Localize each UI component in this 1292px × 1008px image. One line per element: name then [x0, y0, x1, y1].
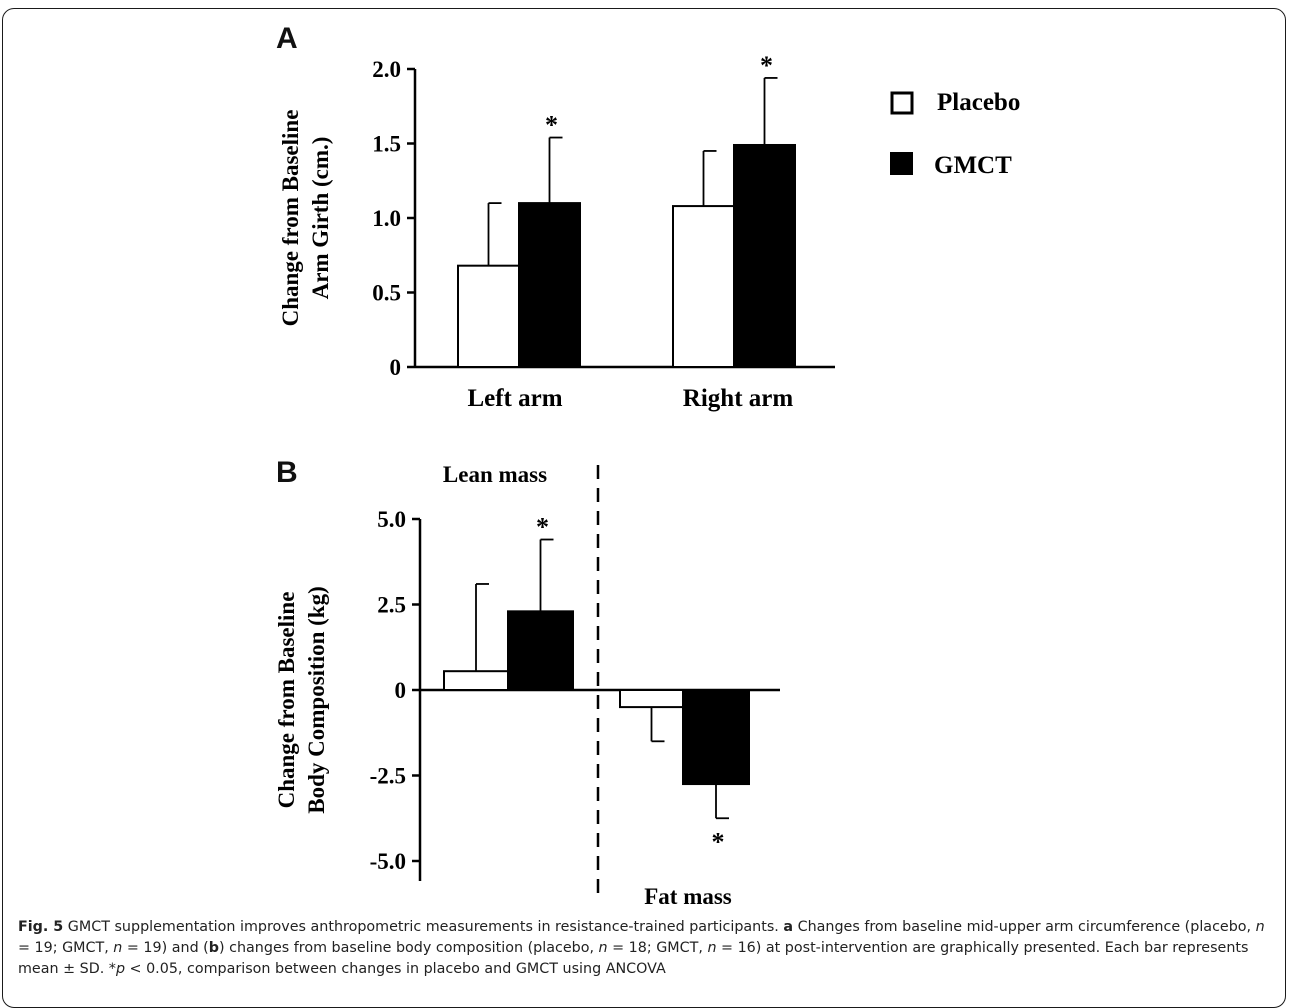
chart-b-y-tick-label: -2.5: [370, 764, 406, 789]
chart-a-y-tick-label: 1.0: [372, 206, 401, 231]
chart-b-y-tick-label: 5.0: [377, 507, 406, 532]
caption-title: GMCT supplementation improves anthropome…: [63, 919, 784, 935]
caption-a: a: [783, 919, 794, 935]
chart-b-bar-placebo: [443, 670, 509, 692]
chart-b-y-tick-label: -5.0: [370, 849, 406, 874]
chart-b-bar-gmct: [507, 610, 574, 692]
caption-fig-label: Fig. 5: [18, 919, 64, 935]
caption-p: p: [115, 961, 126, 977]
chart-b-bar-gmct: [682, 689, 750, 786]
chart-a-ylabel-line1: Change from Baseline: [278, 110, 303, 327]
chart-a-ylabel-line2: Arm Girth (cm.): [308, 137, 333, 300]
chart-b-category-fat-mass: Fat mass: [644, 884, 732, 909]
caption-text4: ) changes from baseline body composition…: [219, 940, 599, 956]
legend-placebo-label: Placebo: [937, 89, 1020, 116]
legend-placebo-swatch: [890, 91, 914, 115]
chart-b-bar-placebo: [619, 689, 684, 709]
chart-a-bar-gmct: [733, 143, 796, 368]
chart-b-category-lean-mass: Lean mass: [443, 462, 547, 487]
chart-a-category-label: Left arm: [467, 385, 562, 412]
legend-gmct-label: GMCT: [934, 152, 1012, 179]
chart-b-ylabel-line2: Body Composition (kg): [304, 586, 329, 813]
caption-text7: < 0.05, comparison between changes in pl…: [125, 961, 666, 977]
chart-a-bar-gmct: [518, 202, 581, 368]
caption-text5: = 18; GMCT,: [607, 940, 708, 956]
caption-n1: n: [1255, 919, 1265, 935]
chart-b-ylabel-line1: Change from Baseline: [274, 592, 299, 809]
chart-b-y-tick-label: 0: [395, 678, 407, 703]
panel-label-b: B: [276, 456, 298, 489]
chart-a-y-tick-label: 1.5: [372, 132, 401, 157]
caption-text2: = 19; GMCT,: [18, 940, 114, 956]
figure-caption: Fig. 5 GMCT supplementation improves ant…: [18, 917, 1280, 980]
caption-b: b: [208, 940, 219, 956]
chart-a-bar-placebo: [457, 264, 520, 368]
caption-text3: = 19) and (: [122, 940, 209, 956]
chart-a-category-label: Right arm: [683, 385, 794, 412]
caption-text1: Changes from baseline mid-upper arm circ…: [793, 919, 1256, 935]
chart-a-y-tick-label: 0.5: [372, 281, 401, 306]
caption-n4: n: [707, 940, 717, 956]
chart-a-significance-mark: *: [545, 111, 558, 140]
caption-n3: n: [598, 940, 608, 956]
figure-chart-area: Change from Baseline Arm Girth (cm.) Cha…: [274, 51, 1020, 909]
chart-a-bar-placebo: [672, 205, 735, 368]
caption-text6: = 16) at post-intervention are graphical…: [18, 940, 1249, 977]
chart-a-y-tick-label: 0: [390, 355, 402, 380]
chart-b-y-tick-label: 2.5: [377, 593, 406, 618]
chart-a-significance-mark: *: [760, 51, 773, 80]
panel-label-a: A: [276, 22, 298, 55]
chart-b-significance-mark: *: [712, 827, 725, 856]
legend-gmct-swatch: [890, 152, 913, 175]
caption-n2: n: [113, 940, 123, 956]
chart-b-significance-mark: *: [536, 513, 549, 542]
chart-a-y-tick-label: 2.0: [372, 57, 401, 82]
